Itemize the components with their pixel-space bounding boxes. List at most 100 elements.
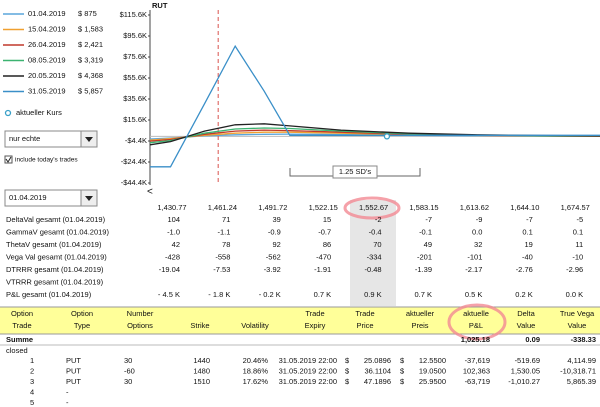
greek-value: 0.9 K: [364, 290, 382, 299]
legend-value: $ 4,368: [78, 71, 103, 80]
sd-annotation: 1.25 SD's: [339, 167, 372, 176]
column-header: P&L: [469, 321, 483, 330]
greek-value: -2: [375, 215, 382, 224]
greek-value: 39: [272, 215, 280, 224]
legend-value: $ 2,421: [78, 40, 103, 49]
column-header: Expiry: [305, 321, 326, 330]
trade-cell: -63,719: [465, 377, 490, 386]
greek-value: -2.96: [566, 265, 583, 274]
trade-cell: -37,619: [465, 356, 490, 365]
trade-cell: 47.1896: [364, 377, 391, 386]
column-header: Option: [71, 309, 93, 318]
y-tick-label: $15.6K: [123, 115, 147, 124]
greek-value: - 1.8 K: [208, 290, 230, 299]
greek-value: -562: [266, 252, 281, 261]
y-tick-label: $55.6K: [123, 73, 147, 82]
trade-cell: -1,010.27: [508, 377, 540, 386]
column-header: Preis: [411, 321, 428, 330]
greek-value: 0.2 K: [515, 290, 533, 299]
greek-value: - 0.2 K: [259, 290, 281, 299]
series-line: [150, 44, 600, 168]
greek-value: -2.17: [465, 265, 482, 274]
greek-value: 32: [474, 240, 482, 249]
trade-cell: 102,363: [463, 366, 490, 375]
greek-value: 70: [373, 240, 381, 249]
trade-cell: -60: [124, 366, 135, 375]
trade-cell: 3: [30, 377, 34, 386]
price-header: 1,491.72: [258, 203, 287, 212]
trade-cell: 31.05.2019 22:00: [279, 377, 337, 386]
trade-cell: -: [66, 398, 69, 407]
price-header: 1,552.67: [359, 203, 388, 212]
legend-date: 08.05.2019: [28, 55, 66, 64]
summary-value: 0.09: [525, 335, 540, 344]
greek-value: -9: [476, 215, 483, 224]
greek-value: -428: [165, 252, 180, 261]
legend-date: 31.05.2019: [28, 86, 66, 95]
trade-cell: 30: [124, 356, 132, 365]
section-label: closed: [6, 346, 28, 355]
trade-cell: 25.9500: [419, 377, 446, 386]
trade-cell: 5: [30, 398, 34, 407]
trade-cell: 20.46%: [243, 356, 269, 365]
column-header: Volatility: [241, 321, 269, 330]
trade-cell: 1,530.05: [511, 366, 540, 375]
greek-value: 0.7 K: [314, 290, 332, 299]
summary-value: -338.33: [571, 335, 596, 344]
column-header: Delta: [517, 309, 535, 318]
trade-cell: $: [400, 356, 405, 365]
y-tick-label: $115.6K: [120, 10, 147, 19]
greek-value: 49: [424, 240, 432, 249]
checkbox[interactable]: [4, 155, 13, 164]
column-header: Strike: [190, 321, 209, 330]
greek-value: -19.04: [159, 265, 180, 274]
trade-cell: 4,114.99: [567, 356, 596, 365]
trade-cell: 19.0500: [419, 366, 446, 375]
dropdown-arrow: [85, 137, 93, 142]
y-tick-label: $95.6K: [123, 31, 147, 40]
legend-value: $ 1,583: [78, 24, 103, 33]
row-label: ThetaV gesamt (01.04.2019): [6, 240, 102, 249]
trade-cell: 1440: [193, 356, 210, 365]
trade-cell: 17.62%: [243, 377, 269, 386]
column-header: Trade: [12, 321, 31, 330]
trade-cell: -10,318.71: [560, 366, 596, 375]
summary-label: Summe: [6, 335, 33, 344]
y-tick-label: -$44.4K: [121, 178, 147, 187]
row-label: DTRRR gesamt (01.04.2019): [6, 265, 104, 274]
greek-value: 78: [222, 240, 230, 249]
trade-cell: 31.05.2019 22:00: [279, 356, 337, 365]
trade-cell: -519.69: [515, 356, 540, 365]
checkbox-label: include today's trades: [15, 157, 78, 164]
scroll-left[interactable]: <: [147, 187, 153, 198]
greek-value: 0.5 K: [465, 290, 483, 299]
greek-value: -201: [417, 252, 432, 261]
greek-value: -7: [425, 215, 432, 224]
trade-cell: $: [400, 366, 405, 375]
trade-cell: $: [345, 356, 350, 365]
greek-value: 0.1: [573, 227, 583, 236]
greek-value: -0.4: [369, 227, 382, 236]
trade-cell: 30: [124, 377, 132, 386]
y-tick-label: $75.6K: [123, 52, 147, 61]
greek-value: -10: [572, 252, 583, 261]
greek-value: -7: [526, 215, 533, 224]
trade-cell: 36.1104: [364, 366, 391, 375]
legend-value: $ 875: [78, 9, 97, 18]
greek-value: 11: [575, 240, 583, 249]
y-tick-label: -$24.4K: [121, 157, 147, 166]
column-header: Value: [517, 321, 536, 330]
trade-cell: -: [66, 387, 69, 396]
greek-value: -0.1: [419, 227, 432, 236]
legend-date: 15.04.2019: [28, 24, 66, 33]
greek-value: -40: [522, 252, 533, 261]
greek-value: 104: [167, 215, 180, 224]
greek-value: 92: [272, 240, 280, 249]
greek-value: 86: [323, 240, 331, 249]
greek-value: -0.48: [364, 265, 381, 274]
trade-cell: 4: [30, 387, 34, 396]
filter-text: nur echte: [9, 134, 40, 143]
trade-cell: 18.86%: [243, 366, 269, 375]
column-header: Value: [568, 321, 587, 330]
